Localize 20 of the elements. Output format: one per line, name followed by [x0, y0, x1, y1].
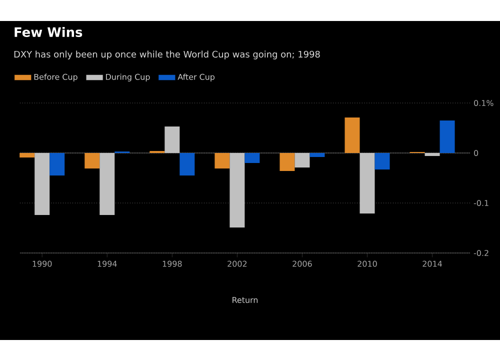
bar	[310, 153, 325, 157]
bar	[214, 153, 230, 168]
chart-subtitle: DXY has only been up once while the World Cup was going on; 1998	[14, 50, 320, 60]
bar	[244, 153, 260, 163]
bar	[280, 153, 295, 171]
bar	[294, 153, 310, 168]
bar	[360, 153, 375, 214]
bar	[34, 153, 50, 215]
bar	[440, 120, 455, 153]
bar	[100, 153, 115, 215]
bar	[180, 153, 195, 176]
bar	[164, 126, 180, 153]
bar	[230, 153, 245, 228]
bar	[374, 153, 390, 170]
bar	[344, 118, 360, 153]
bar	[20, 153, 35, 158]
bar	[424, 153, 440, 156]
bar	[84, 153, 100, 168]
chart-title: Few Wins	[14, 26, 82, 38]
bar	[50, 153, 65, 176]
